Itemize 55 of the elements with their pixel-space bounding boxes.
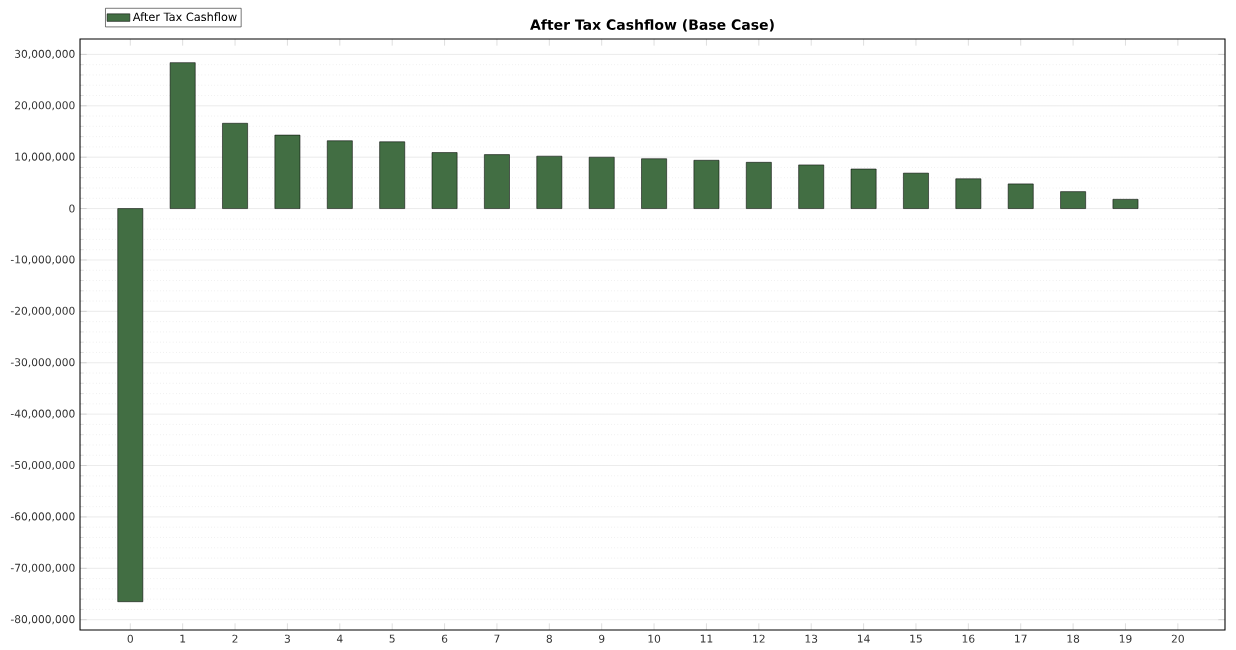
x-tick-label: 10: [648, 634, 661, 643]
bar: [274, 134, 301, 209]
x-tick-label: 20: [1171, 634, 1184, 643]
x-tick-label: 17: [1015, 634, 1027, 643]
bar: [693, 160, 720, 209]
x-tick-label: 6: [441, 634, 448, 643]
y-tick-label: 10,000,000: [15, 152, 75, 162]
y-tick-label: -80,000,000: [10, 615, 75, 625]
chart-title: After Tax Cashflow (Base Case): [530, 19, 774, 32]
x-tick-label: 13: [805, 634, 818, 643]
x-tick-label: 2: [232, 634, 238, 643]
y-tick-label: 0: [69, 204, 75, 213]
y-tick-label: -60,000,000: [10, 512, 75, 522]
y-tick-label: -30,000,000: [10, 358, 75, 368]
bar: [117, 208, 144, 602]
bar: [850, 168, 877, 209]
y-tick-label: -70,000,000: [10, 563, 75, 573]
x-tick-label: 0: [127, 634, 133, 643]
x-tick-label: 15: [910, 634, 922, 643]
y-tick-label: -20,000,000: [10, 306, 75, 316]
y-tick-label: -40,000,000: [10, 409, 75, 419]
bar: [903, 172, 929, 209]
y-tick-label: -50,000,000: [10, 460, 75, 471]
bar: [1112, 199, 1139, 209]
x-tick-label: 12: [753, 634, 765, 643]
bar: [169, 62, 196, 209]
bar: [1060, 191, 1086, 209]
bar: [798, 164, 825, 209]
bar: [745, 162, 772, 209]
bar: [641, 158, 667, 209]
x-tick-label: 1: [180, 634, 186, 643]
y-tick-label: -10,000,000: [10, 255, 75, 265]
bar: [222, 123, 248, 209]
x-tick-label: 4: [336, 634, 343, 643]
bar: [536, 155, 563, 209]
y-tick-label: 20,000,000: [15, 101, 75, 111]
x-tick-label: 18: [1067, 634, 1080, 643]
x-tick-label: 8: [546, 634, 552, 643]
bar: [379, 141, 406, 209]
bar: [431, 152, 458, 209]
x-tick-label: 7: [494, 634, 500, 643]
x-tick-label: 16: [962, 634, 975, 643]
x-tick-label: 5: [389, 634, 395, 643]
x-tick-label: 11: [700, 634, 713, 643]
bar: [1007, 183, 1034, 209]
x-tick-label: 3: [284, 634, 290, 643]
legend-label: After Tax Cashflow: [132, 12, 237, 22]
bar: [484, 154, 510, 209]
bar: [588, 156, 615, 209]
x-tick-label: 14: [857, 634, 870, 643]
x-tick-label: 19: [1119, 634, 1132, 643]
bar: [326, 140, 353, 209]
y-tick-label: 30,000,000: [15, 49, 75, 59]
x-tick-label: 9: [598, 634, 605, 643]
bar: [955, 178, 982, 209]
